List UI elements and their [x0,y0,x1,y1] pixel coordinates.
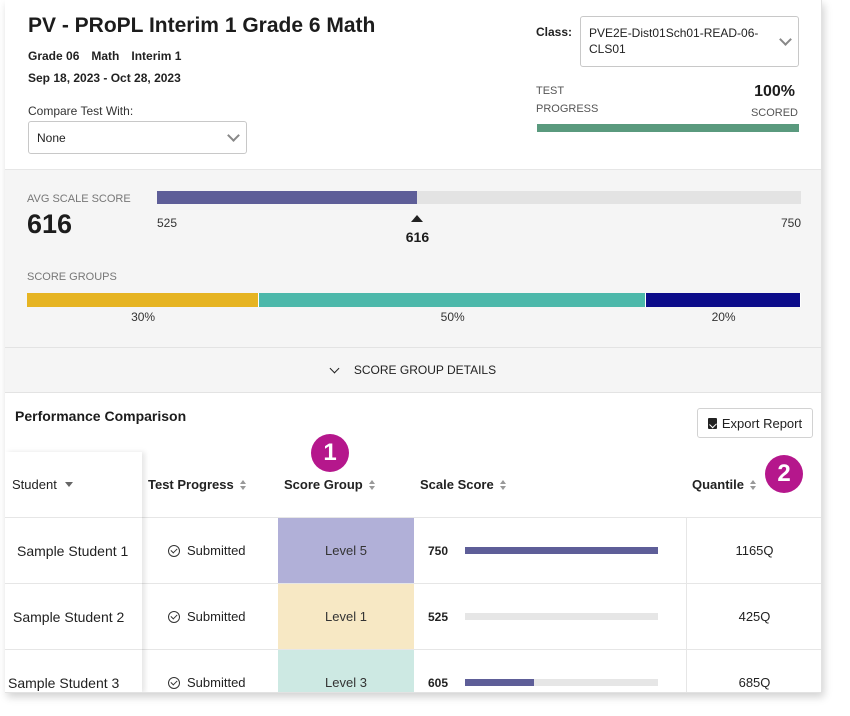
quantile-value: 685Q [738,675,771,690]
assessment-meta: Grade 06 Math Interim 1 [28,49,181,63]
score-group-segment [646,293,801,307]
date-range: Sep 18, 2023 - Oct 28, 2023 [28,71,181,85]
column-header-scale-score-label: Scale Score [420,477,494,492]
check-circle-icon [168,676,180,689]
status-text: Submitted [187,675,246,690]
score-group-segment [259,293,647,307]
test-progress-bar [537,124,799,132]
callout-badge-2: 2 [765,455,803,493]
test-progress-cell: Submitted [168,650,246,692]
quantile-value: 425Q [738,609,771,624]
avg-marker-icon [411,215,424,222]
student-name[interactable]: Sample Student 1 [5,518,142,583]
column-header-quantile-label: Quantile [692,477,745,492]
score-groups-bar [27,293,801,307]
column-header-student[interactable]: Student [12,477,73,492]
column-divider [686,650,687,692]
column-header-score-group[interactable]: Score Group [284,477,375,492]
file-download-icon [707,417,717,429]
assessment-report-panel: PV - PRoPL Interim 1 Grade 6 Math Grade … [5,0,822,693]
scale-max-label: 750 [780,216,801,230]
export-report-button[interactable]: Export Report [697,408,813,438]
chevron-down-icon [329,363,340,373]
scale-score-fill [465,679,534,686]
scale-score-value: 605 [428,675,449,690]
column-header-student-label: Student [12,477,57,492]
scale-score-fill [465,547,658,554]
column-header-scale-score[interactable]: Scale Score [420,477,506,492]
export-report-label: Export Report [721,415,803,431]
score-group-segment [27,293,260,307]
table-row[interactable]: Sample Student 3 Submitted Level 3 605 685Q [5,650,821,692]
class-select[interactable]: PVE2E-Dist01Sch01-READ-06-CLS01 [580,16,799,67]
sort-icon [368,479,375,490]
assessment-label: Interim 1 [131,49,182,63]
test-progress-label: TEST PROGRESS [536,85,599,115]
status-text: Submitted [187,543,246,558]
test-progress-cell: Submitted [168,518,246,583]
student-column-shadow [5,452,142,692]
stats-band: AVG SCALE SCORE 616 525 750 616 SCORE GR… [5,169,821,347]
student-name[interactable]: Sample Student 2 [5,584,142,649]
score-group-details-label: SCORE GROUP DETAILS [353,363,497,377]
compare-label: Compare Test With: [28,104,134,118]
quantile-value: 1165Q [735,543,774,558]
scale-score-bar [465,679,658,686]
student-name[interactable]: Sample Student 3 [5,650,142,692]
avg-scale-score-fill [157,191,418,204]
class-value: PVE2E-Dist01Sch01-READ-06-CLS01 [589,26,759,56]
score-group-percent: 50% [440,310,465,324]
page-title: PV - PRoPL Interim 1 Grade 6 Math [28,14,376,37]
column-header-test-progress[interactable]: Test Progress [148,477,246,492]
compare-test-value: None [37,131,66,145]
scale-score-bar [465,613,658,620]
sort-icon [750,479,757,490]
table-header: Student Test Progress Score Group Scale … [5,452,821,518]
table-row[interactable]: Sample Student 1 Submitted Level 5 750 1165Q [5,518,821,584]
scale-score-value: 750 [428,543,449,558]
score-group-cell: Level 3 [278,650,414,692]
score-groups-percentages: 30% 50% 20% [27,310,801,324]
score-group-cell: Level 5 [278,518,414,583]
test-progress-fill [537,124,799,132]
callout-badge-1: 1 [311,434,349,472]
score-group-details-toggle[interactable]: SCORE GROUP DETAILS [5,347,821,393]
column-divider [686,584,687,649]
column-header-quantile[interactable]: Quantile [692,477,757,492]
subject-label: Math [91,49,120,63]
test-progress-value: 100% [754,83,795,100]
scale-min-label: 525 [157,216,178,230]
chevron-down-icon [227,128,240,142]
chevron-down-icon [779,32,792,46]
grade-label: Grade 06 [28,49,80,63]
sort-icon [239,479,246,490]
scale-score-bar [465,547,658,554]
performance-title: Performance Comparison [15,408,187,424]
check-circle-icon [168,610,180,623]
avg-marker-label: 616 [405,229,430,245]
test-progress-scored: SCORED [750,107,798,119]
test-progress-cell: Submitted [168,584,246,649]
column-header-test-progress-label: Test Progress [148,477,234,492]
avg-scale-score-value: 616 [27,209,73,239]
score-group-percent: 20% [711,310,736,324]
sort-desc-icon [64,482,73,487]
compare-test-select[interactable]: None [28,121,247,154]
sort-icon [499,479,506,490]
table-row[interactable]: Sample Student 2 Submitted Level 1 525 425Q [5,584,821,650]
avg-scale-score-bar [157,191,801,204]
score-group-percent: 30% [131,310,156,324]
column-divider [686,518,687,583]
status-text: Submitted [187,609,246,624]
class-label: Class: [536,25,573,39]
scale-score-value: 525 [428,609,449,624]
column-header-score-group-label: Score Group [284,477,363,492]
avg-scale-score-label: AVG SCALE SCORE [27,193,131,205]
check-circle-icon [168,544,180,557]
score-groups-label: SCORE GROUPS [27,271,117,283]
score-group-cell: Level 1 [278,584,414,649]
